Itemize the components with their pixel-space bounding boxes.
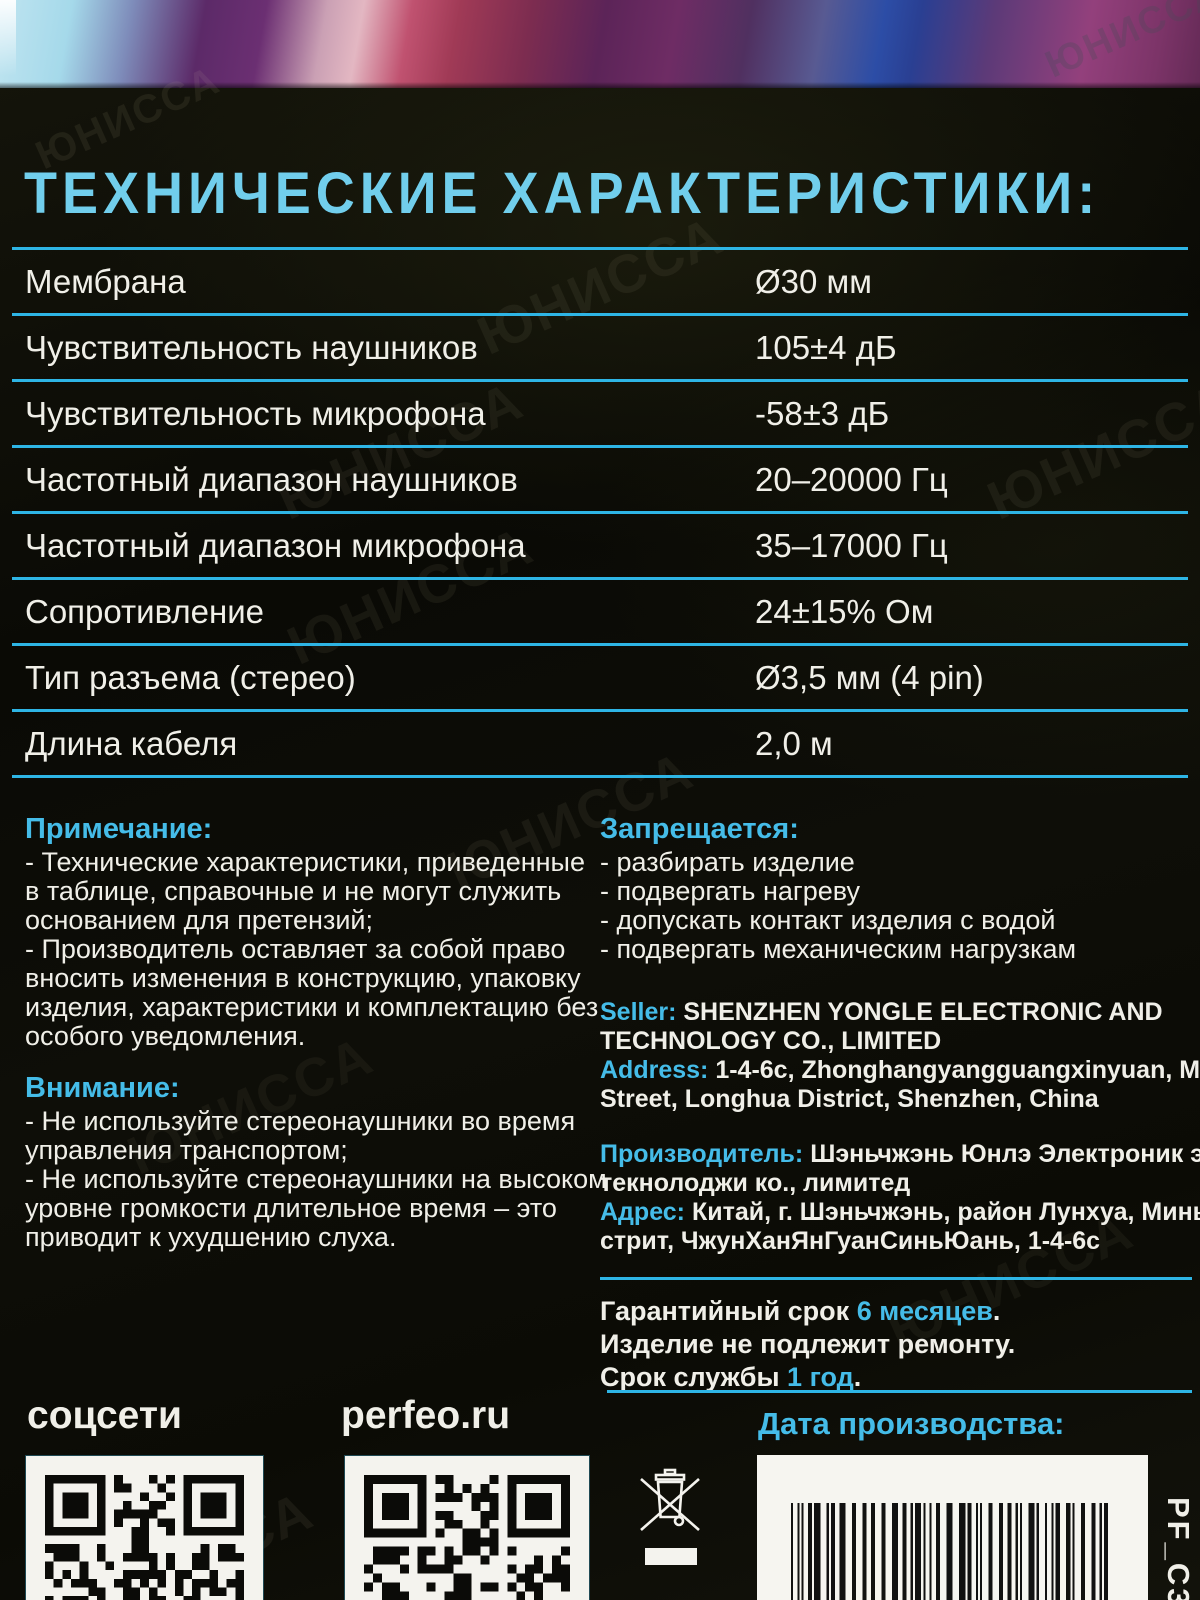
spec-label: Частотный диапазон микрофона bbox=[25, 526, 526, 564]
attention-section: Внимание: - Не используйте стереонаушник… bbox=[25, 1072, 607, 1252]
note-line: - Производитель оставляет за собой право bbox=[25, 934, 566, 964]
spec-row: Чувствительность микрофона -58±3 дБ bbox=[12, 379, 1188, 445]
spec-row: Частотный диапазон наушников 20–20000 Гц bbox=[12, 445, 1188, 511]
spec-row: Длина кабеля 2,0 м bbox=[12, 709, 1188, 775]
socials-label: соцсети bbox=[27, 1394, 182, 1437]
manufacturer-name-line: текнолоджи ко., лимитед bbox=[600, 1169, 911, 1197]
warranty-line: Изделие не подлежит ремонту. bbox=[600, 1329, 1016, 1359]
production-date-label: Дата производства: bbox=[758, 1406, 1065, 1441]
note-header: Примечание: bbox=[25, 813, 213, 845]
spec-label: Сопротивление bbox=[25, 592, 264, 630]
note-line: в таблице, справочные и не могут служить bbox=[25, 876, 562, 906]
product-photo-strip bbox=[0, 0, 1200, 88]
spec-value: 105±4 дБ bbox=[755, 328, 897, 366]
manufacturer-address: Китай, г. Шэньчжэнь, район Лунхуа, Миньч… bbox=[685, 1198, 1200, 1226]
spec-value: 24±15% Ом bbox=[755, 592, 934, 630]
seller-address: 1-4-6c, Zhonghangyangguangxinyuan, Minzh… bbox=[715, 1056, 1200, 1084]
seller-name: SHENZHEN YONGLE ELECTRONIC AND bbox=[676, 998, 1163, 1026]
spec-label: Частотный диапазон наушников bbox=[25, 460, 518, 498]
warranty-section: Гарантийный срок 6 месяцев. Изделие не п… bbox=[600, 1295, 1015, 1394]
forbidden-item: - разбирать изделие bbox=[600, 847, 855, 877]
spec-row: Частотный диапазон микрофона 35–17000 Гц bbox=[12, 511, 1188, 577]
manufacturer-label: Производитель: bbox=[600, 1140, 804, 1168]
spec-label: Тип разъема (стерео) bbox=[25, 658, 356, 696]
attention-line: управления транспортом; bbox=[25, 1135, 348, 1165]
spec-label: Чувствительность микрофона bbox=[25, 394, 486, 432]
note-section: Примечание: - Технические характеристики… bbox=[25, 813, 599, 1051]
side-model-code: PF_C32 bbox=[1161, 1497, 1196, 1600]
spec-row: Чувствительность наушников 105±4 дБ bbox=[12, 313, 1188, 379]
spec-value: Ø30 мм bbox=[755, 262, 872, 300]
seller-address-line: Street, Longhua District, Shenzhen, Chin… bbox=[600, 1085, 1099, 1113]
seller-label: Seller: bbox=[600, 998, 677, 1026]
spec-row: Тип разъема (стерео) Ø3,5 мм (4 pin) bbox=[12, 643, 1188, 709]
note-line: основанием для претензий; bbox=[25, 905, 373, 935]
section-divider bbox=[607, 1390, 1192, 1393]
manufacturer-name-line: Производитель: Шэньчжэнь Юнлэ Электроник… bbox=[600, 1140, 1200, 1169]
seller-name-line: Seller: SHENZHEN YONGLE ELECTRONIC AND bbox=[600, 998, 1200, 1027]
attention-header: Внимание: bbox=[25, 1072, 180, 1104]
seller-address-line: Address: 1-4-6c, Zhonghangyangguangxinyu… bbox=[600, 1056, 1200, 1085]
note-line: изделия, характеристики и комплектацию б… bbox=[25, 992, 599, 1022]
warranty-line: Гарантийный срок 6 месяцев. bbox=[600, 1296, 1001, 1326]
manufacturer-address-line: Адрес: Китай, г. Шэньчжэнь, район Лунхуа… bbox=[600, 1198, 1200, 1227]
note-line: вносить изменения в конструкцию, упаковк… bbox=[25, 963, 581, 993]
spec-row: Мембрана Ø30 мм bbox=[12, 247, 1188, 313]
spec-value: Ø3,5 мм (4 pin) bbox=[755, 658, 984, 696]
seller-address-label: Address: bbox=[600, 1056, 709, 1084]
manufacturer-name: Шэньчжэнь Юнлэ Электроник энд bbox=[803, 1140, 1200, 1168]
barcode bbox=[757, 1455, 1148, 1600]
attention-line: уровне громкости длительное время – это bbox=[25, 1193, 557, 1223]
qr-code-website bbox=[345, 1456, 589, 1600]
manufacturer-address-line: стрит, ЧжунХанЯнГуанСиньЮань, 1-4-6с bbox=[600, 1227, 1101, 1255]
spec-value: -58±3 дБ bbox=[755, 394, 890, 432]
weee-bin-icon bbox=[640, 1468, 700, 1531]
forbidden-item: - подвергать механическим нагрузкам bbox=[600, 934, 1077, 964]
warranty-line: Срок службы 1 год. bbox=[600, 1362, 862, 1392]
spec-value: 20–20000 Гц bbox=[755, 460, 948, 498]
spec-value: 35–17000 Гц bbox=[755, 526, 948, 564]
spec-label: Мембрана bbox=[25, 262, 186, 300]
forbidden-section: Запрещается: - разбирать изделие - подве… bbox=[600, 813, 1192, 964]
note-line: особого уведомления. bbox=[25, 1021, 306, 1051]
forbidden-item: - допускать контакт изделия с водой bbox=[600, 905, 1056, 935]
spec-row: Сопротивление 24±15% Ом bbox=[12, 577, 1188, 643]
section-divider bbox=[600, 1277, 1192, 1280]
manufacturer-address-label: Адрес: bbox=[600, 1198, 685, 1226]
website-label: perfeo.ru bbox=[341, 1394, 511, 1437]
attention-line: - Не используйте стереонаушники на высок… bbox=[25, 1164, 607, 1194]
spec-label: Чувствительность наушников bbox=[25, 328, 478, 366]
spec-table: Мембрана Ø30 мм Чувствительность наушник… bbox=[12, 247, 1188, 778]
attention-line: - Не используйте стереонаушники во время bbox=[25, 1106, 576, 1136]
spec-value: 2,0 м bbox=[755, 724, 833, 762]
qr-code-socials bbox=[26, 1456, 263, 1600]
seller-section: Seller: SHENZHEN YONGLE ELECTRONIC AND T… bbox=[600, 998, 1200, 1114]
forbidden-header: Запрещается: bbox=[600, 813, 799, 845]
manufacturer-section: Производитель: Шэньчжэнь Юнлэ Электроник… bbox=[600, 1140, 1200, 1256]
seller-name-line: TECHNOLOGY CO., LIMITED bbox=[600, 1027, 942, 1055]
note-line: - Технические характеристики, приведенны… bbox=[25, 847, 585, 877]
weee-bar-symbol bbox=[645, 1548, 697, 1565]
forbidden-item: - подвергать нагреву bbox=[600, 876, 861, 906]
spec-label: Длина кабеля bbox=[25, 724, 238, 762]
attention-line: приводит к ухудшению слуха. bbox=[25, 1222, 397, 1252]
page-title: ТЕХНИЧЕСКИЕ ХАРАКТЕРИСТИКИ: bbox=[24, 161, 1101, 226]
